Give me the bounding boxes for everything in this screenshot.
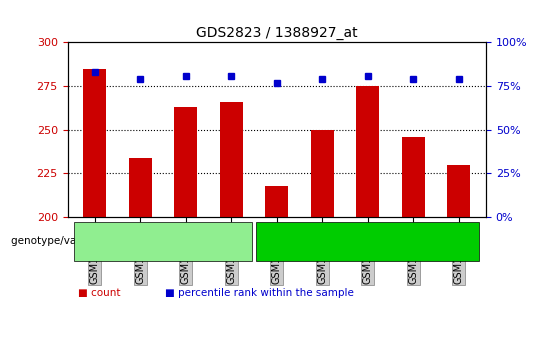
Bar [220,102,242,217]
Title: GDS2823 / 1388927_at: GDS2823 / 1388927_at [196,26,357,40]
Text: genotype/variation ▶: genotype/variation ▶ [11,236,121,246]
Text: ■ percentile rank within the sample: ■ percentile rank within the sample [165,289,354,298]
Bar [129,158,152,217]
Text: ■ count: ■ count [78,289,121,298]
Bar [356,86,379,217]
Bar [311,130,334,217]
Text: wild type: wild type [342,236,393,246]
Bar [174,107,197,217]
Bar [447,165,470,217]
Bar [83,69,106,217]
Text: transgenic mutant: transgenic mutant [111,236,215,246]
Bar [265,185,288,217]
Bar [402,137,424,217]
